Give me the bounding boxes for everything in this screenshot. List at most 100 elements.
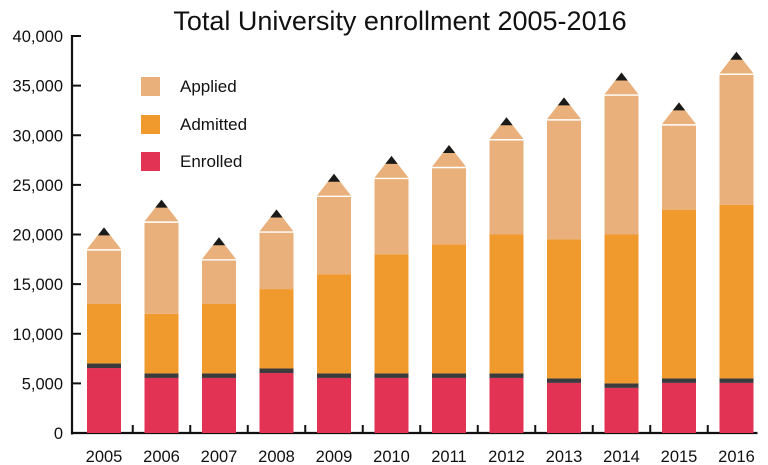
pencil-lead [730, 51, 743, 60]
bar-admitted [202, 303, 236, 374]
pencil-bar-2013 [547, 97, 581, 433]
pencil-bar-2008 [259, 209, 294, 433]
y-tick-label: 40,000 [13, 28, 63, 46]
bar-enrolled-band [144, 373, 179, 378]
y-tick-label: 30,000 [13, 127, 63, 145]
y-tick-label: 0 [54, 425, 63, 443]
y-tick-label: 25,000 [13, 177, 63, 195]
bar-enrolled [489, 377, 524, 433]
y-tick-label: 5,000 [22, 375, 63, 393]
bar-admitted [547, 239, 581, 379]
bar-applied [604, 95, 639, 235]
pencil-bar-2006 [144, 199, 179, 433]
pencil-bar-2014 [604, 72, 639, 433]
legend-item-admitted: Admitted [141, 115, 247, 134]
pencil-lead [442, 145, 456, 154]
y-tick-label: 10,000 [13, 326, 63, 344]
bar-enrolled-band [662, 378, 696, 383]
bar-enrolled [374, 377, 409, 433]
bar-admitted [144, 313, 179, 374]
x-tick-label: 2016 [718, 448, 755, 465]
bar-admitted [374, 254, 409, 374]
bar-admitted [432, 244, 466, 374]
bar-enrolled [87, 368, 121, 433]
x-tick-label: 2008 [258, 448, 295, 465]
bar-admitted [87, 303, 121, 364]
pencil-lead [270, 209, 283, 218]
pencil-bar-2011 [432, 145, 466, 433]
bars [87, 51, 754, 433]
pencil-tip [547, 97, 581, 120]
x-tick-label: 2010 [373, 448, 410, 465]
pencil-tip [662, 102, 696, 125]
pencil-bar-2012 [489, 117, 524, 433]
bar-enrolled-band [489, 373, 524, 378]
bar-applied [547, 120, 581, 240]
pencil-lead [155, 199, 168, 208]
bar-applied [259, 232, 294, 290]
x-tick-label: 2015 [661, 448, 698, 465]
bar-enrolled-band [604, 383, 639, 388]
bar-applied [432, 168, 466, 245]
bar-applied [144, 222, 179, 314]
pencil-lead [557, 97, 571, 106]
chart-title: Total University enrollment 2005-2016 [173, 6, 626, 36]
bar-enrolled [662, 382, 696, 433]
bar-enrolled-band [374, 373, 409, 378]
legend-label: Admitted [180, 115, 247, 134]
pencil-tip [432, 145, 466, 167]
legend-label: Applied [180, 77, 237, 96]
pencil-tip [87, 227, 121, 250]
pencil-bar-2010 [374, 155, 409, 433]
pencil-lead [615, 72, 628, 81]
legend-item-applied: Applied [141, 77, 237, 96]
pencil-tip [604, 72, 639, 95]
pencil-bar-2007 [202, 237, 236, 433]
pencil-tip [202, 237, 236, 260]
pencil-lead [500, 117, 513, 126]
pencil-bar-2009 [317, 173, 351, 433]
bar-admitted [719, 204, 754, 379]
legend-swatch [141, 115, 160, 134]
x-axis: 2005 2006 2007 2008 2009 2010 2011 2012 2013 2014… [71, 425, 758, 465]
bar-enrolled-band [87, 363, 121, 369]
bar-admitted [317, 274, 351, 374]
pencil-bar-2015 [662, 102, 696, 433]
pencil-lead [385, 155, 398, 164]
bar-enrolled-band [432, 373, 466, 378]
bar-enrolled-band [317, 373, 351, 378]
bar-applied [374, 178, 409, 255]
x-tick-label: 2012 [488, 448, 525, 465]
pencil-bar-2016 [719, 51, 754, 433]
legend-swatch [141, 152, 160, 171]
bar-enrolled-band [259, 368, 294, 373]
bar-admitted [662, 209, 696, 379]
x-tick-label: 2014 [603, 448, 640, 465]
bar-enrolled [432, 377, 466, 433]
bar-enrolled-band [547, 378, 581, 383]
pencil-bar-2005 [87, 227, 121, 433]
pencil-tip [317, 173, 351, 196]
bar-applied [719, 74, 754, 205]
bar-admitted [489, 234, 524, 374]
legend-item-enrolled: Enrolled [141, 152, 242, 171]
bar-applied [489, 140, 524, 235]
x-tick-label: 2011 [431, 448, 466, 465]
bar-admitted [604, 234, 639, 384]
pencil-lead [97, 227, 111, 236]
y-tick-label: 20,000 [13, 227, 63, 245]
pencil-tip [374, 155, 409, 178]
bar-enrolled-band [202, 373, 236, 378]
x-tick-label: 2006 [143, 448, 180, 465]
pencil-tip [259, 209, 294, 232]
pencil-tip [489, 117, 524, 140]
bar-enrolled [202, 377, 236, 433]
bar-enrolled [317, 377, 351, 433]
bar-enrolled [719, 382, 754, 433]
y-axis: 0 5,000 10,000 15,000 20,000 25,000 30,000 35,0… [13, 28, 81, 443]
bar-enrolled [259, 372, 294, 433]
bar-applied [662, 125, 696, 210]
legend: Applied Admitted Enrolled [141, 77, 247, 171]
bar-admitted [259, 289, 294, 369]
pencil-lead [672, 102, 686, 111]
